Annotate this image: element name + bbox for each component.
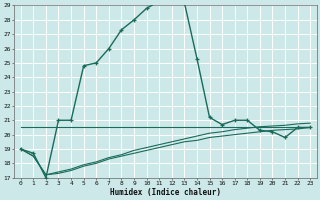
X-axis label: Humidex (Indice chaleur): Humidex (Indice chaleur) [110,188,221,197]
